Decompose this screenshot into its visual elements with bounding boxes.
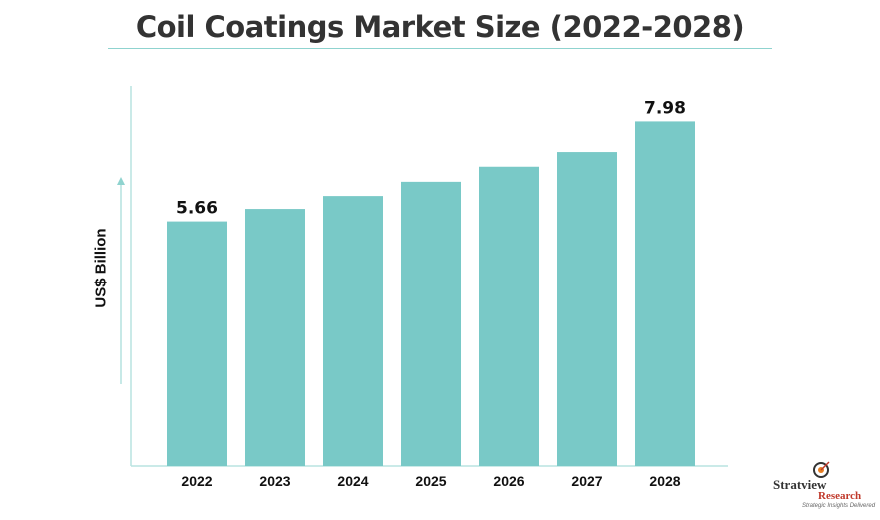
bar-2022 [167,221,227,466]
bar-2023 [245,209,305,466]
x-tick-2025: 2025 [415,473,446,489]
stratview-logo: Stratview Research Strategic Insights De… [760,460,875,516]
x-tick-2028: 2028 [649,473,680,489]
logo-subtitle: Research [818,490,862,502]
x-tick-2024: 2024 [337,473,368,489]
x-tick-2027: 2027 [571,473,602,489]
data-label-2028: 7.98 [644,98,686,118]
bar-2027 [557,152,617,466]
x-tick-2026: 2026 [493,473,524,489]
target-icon [813,461,830,478]
bar-2024 [323,196,383,466]
bar-2028 [635,121,695,466]
logo-tagline: Strategic Insights Delivered [802,503,876,509]
bar-2026 [479,166,539,466]
bar-2025 [401,181,461,466]
logo-name: Stratview [773,477,827,492]
title-divider [108,48,772,49]
x-tick-2022: 2022 [181,473,212,489]
x-tick-2023: 2023 [259,473,290,489]
chart-title: Coil Coatings Market Size (2022-2028) [135,10,745,44]
y-axis-arrow [117,177,125,384]
data-label-2022: 5.66 [176,199,218,219]
